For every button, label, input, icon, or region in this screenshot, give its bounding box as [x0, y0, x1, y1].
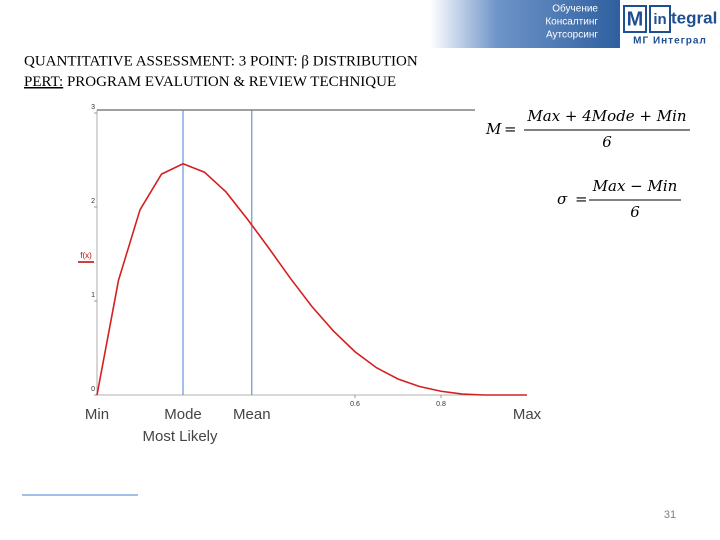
- logo-box: [649, 5, 671, 33]
- header-banner: [430, 0, 620, 48]
- x-tick-label: 0.6: [350, 401, 360, 408]
- subtitle-rest: PROGRAM EVALUTION & REVIEW TECHNIQUE: [63, 74, 396, 90]
- page-number: 31: [664, 509, 676, 521]
- chart: 0 1 2 3 0.6 0.8 f(x) Min Mode Mean Max Most Likely: [78, 104, 542, 445]
- formula-lhs: σ: [557, 190, 568, 208]
- x-category-label: Mode: [164, 406, 202, 423]
- title: QUANTITATIVE ASSESSMENT: 3 POINT: β DIST…: [24, 53, 418, 69]
- service: Консалтинг: [545, 17, 598, 28]
- x-tick-label: 0.8: [436, 401, 446, 408]
- formula-equals: =: [575, 190, 588, 208]
- x-category-label: Mean: [233, 406, 271, 423]
- logo-tegral: tegral: [671, 8, 717, 27]
- y-tick-label: 2: [91, 198, 95, 205]
- formula-denominator: 6: [630, 203, 640, 221]
- subtitle: PERT: PROGRAM EVALUTION & REVIEW TECHNIQ…: [24, 74, 396, 90]
- formula-numerator: Max + 4Mode + Min: [526, 107, 686, 125]
- logo-m: M: [627, 8, 644, 30]
- formula-lhs: M: [485, 120, 502, 138]
- x-sublabel: Most Likely: [142, 428, 218, 445]
- y-tick-label: 3: [91, 104, 95, 111]
- formula-numerator: Max − Min: [592, 177, 678, 195]
- x-category-label: Min: [85, 406, 109, 423]
- formula-equals: =: [504, 120, 517, 138]
- service: Обучение: [552, 3, 598, 15]
- service: Аутсорсинг: [546, 30, 598, 41]
- x-category-label: Max: [513, 406, 542, 423]
- formula-denominator: 6: [602, 133, 612, 151]
- subtitle-underlined: PERT:: [24, 74, 63, 90]
- logo-caption: МГ Интеграл: [633, 36, 707, 47]
- curve: [96, 162, 527, 396]
- y-tick-label: 0: [91, 386, 95, 393]
- logo-in: in: [653, 11, 666, 28]
- y-tick-label: 1: [91, 292, 95, 299]
- y-axis-label: f(x): [80, 251, 92, 260]
- logo-box: [623, 5, 647, 33]
